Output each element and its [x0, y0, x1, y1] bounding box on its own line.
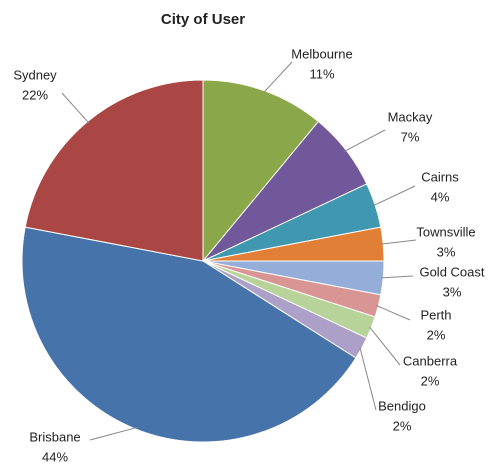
value-label: 7% [401, 129, 420, 144]
leader-line [359, 347, 377, 411]
leader-line [89, 426, 138, 441]
value-label: 22% [22, 87, 48, 102]
category-label: Bendigo [378, 398, 426, 413]
value-label: 11% [309, 66, 334, 81]
category-label: Townsville [416, 224, 475, 239]
leader-line [61, 92, 90, 124]
category-label: Gold Coast [419, 264, 484, 279]
chart-title: City of User [161, 11, 245, 28]
value-label: 3% [437, 244, 456, 259]
value-label: 2% [421, 373, 440, 388]
category-label: Brisbane [29, 429, 80, 444]
value-label: 44% [42, 449, 68, 464]
leader-line [344, 129, 386, 152]
category-label: Perth [420, 307, 451, 322]
leader-line [381, 275, 414, 279]
category-label: Melbourne [291, 46, 352, 61]
category-label: Mackay [388, 109, 433, 124]
pie-slice [21, 226, 357, 443]
value-label: 4% [431, 189, 450, 204]
category-label: Sydney [13, 67, 57, 82]
leader-line [381, 239, 417, 245]
category-label: Cairns [421, 169, 459, 184]
leader-line [373, 185, 416, 207]
leader-line [376, 305, 411, 321]
leader-line [369, 326, 401, 366]
value-label: 3% [443, 284, 462, 299]
value-label: 2% [427, 327, 446, 342]
leader-line [263, 61, 293, 93]
pie-slice [202, 79, 320, 263]
value-label: 2% [393, 418, 412, 433]
category-label: Canberra [403, 353, 458, 368]
